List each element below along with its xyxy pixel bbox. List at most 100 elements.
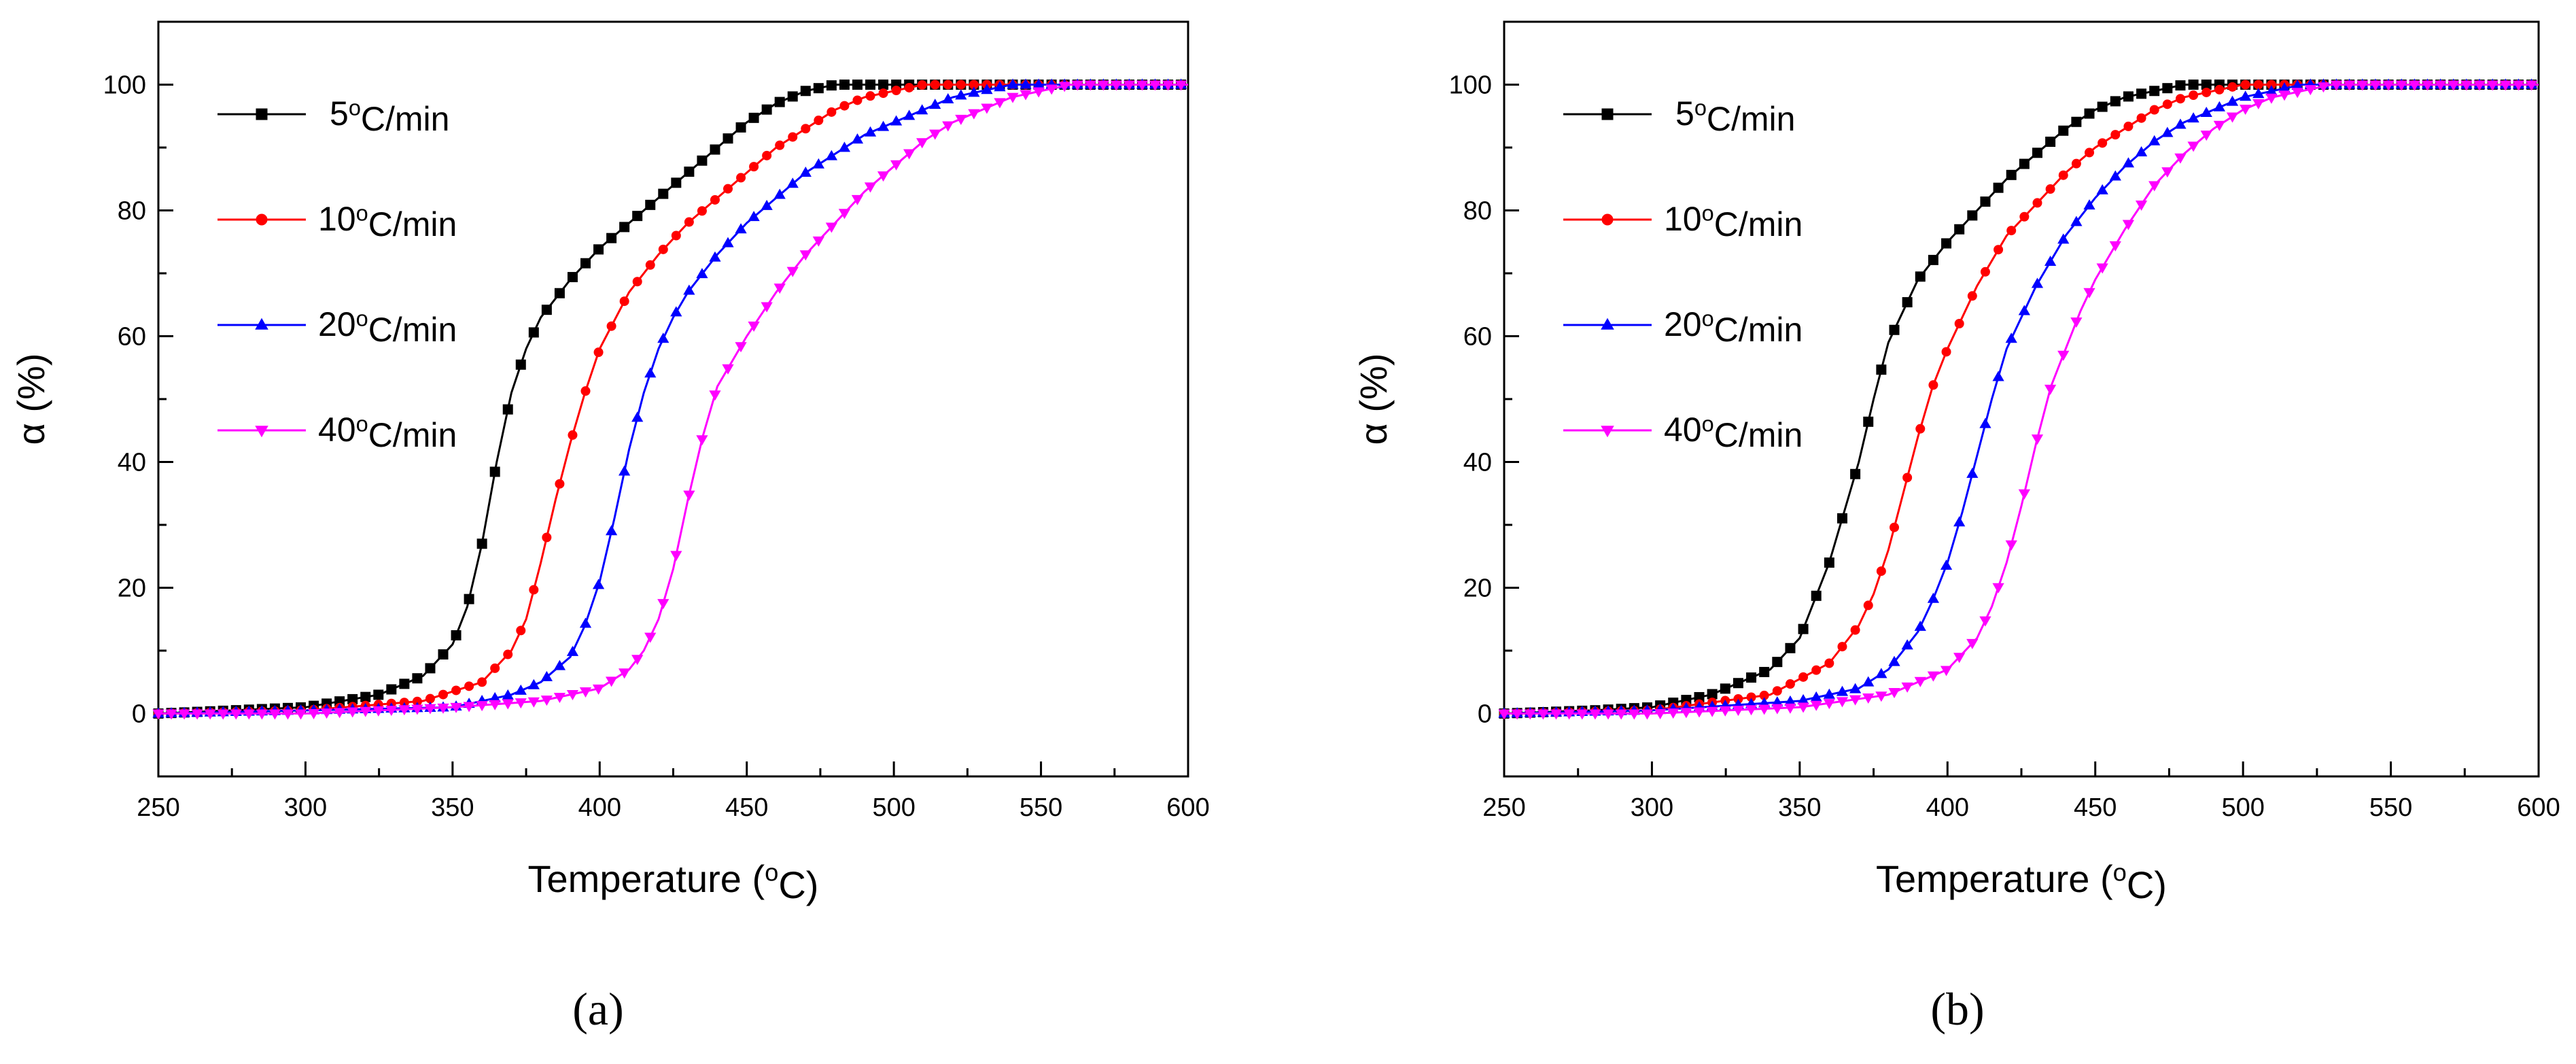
- legend-label: 5oC/min: [330, 95, 449, 138]
- data-point: [955, 89, 967, 100]
- y-tick-label: 100: [103, 71, 146, 100]
- data-point: [1797, 702, 1809, 713]
- data-point: [994, 81, 1006, 92]
- data-point: [697, 206, 707, 216]
- data-point: [1901, 639, 1913, 650]
- data-point: [1823, 688, 1835, 699]
- data-point: [1915, 424, 1926, 434]
- data-point: [2175, 80, 2186, 91]
- data-point: [281, 709, 294, 720]
- data-point: [2421, 80, 2434, 91]
- data-point: [968, 86, 980, 97]
- data-point: [749, 162, 759, 172]
- data-point: [553, 693, 566, 704]
- data-point: [2201, 87, 2212, 97]
- legend-entry: 5oC/min: [1563, 95, 1795, 138]
- data-point: [968, 109, 980, 120]
- data-point: [605, 676, 618, 687]
- data-point: [2330, 80, 2343, 91]
- data-point: [2382, 80, 2395, 91]
- y-tick-label: 40: [1463, 449, 1492, 477]
- data-point: [1032, 87, 1045, 98]
- data-point: [320, 708, 333, 719]
- data-point: [1694, 691, 1705, 702]
- data-point: [464, 594, 474, 604]
- data-point: [542, 532, 552, 543]
- data-point: [243, 709, 255, 720]
- data-point: [2174, 153, 2187, 164]
- data-point: [723, 133, 733, 144]
- data-point: [1707, 689, 1718, 700]
- data-point: [451, 685, 462, 696]
- data-point: [2239, 105, 2252, 116]
- data-point: [1888, 688, 1900, 699]
- data-point: [360, 691, 371, 702]
- data-point: [2135, 200, 2148, 211]
- data-point: [2486, 80, 2499, 91]
- data-point: [1992, 583, 2004, 594]
- x-tick-label: 350: [431, 793, 474, 822]
- data-point: [2085, 148, 2095, 158]
- data-point: [658, 188, 669, 199]
- data-point: [1045, 84, 1058, 95]
- data-point: [852, 80, 863, 90]
- data-point: [2058, 170, 2068, 180]
- data-point: [2044, 384, 2057, 395]
- data-point: [903, 109, 916, 120]
- data-point: [489, 691, 501, 702]
- data-point: [567, 272, 578, 283]
- data-point: [580, 386, 591, 396]
- series-line: [1503, 84, 2539, 715]
- data-point: [592, 684, 605, 695]
- data-point: [670, 306, 682, 317]
- data-point: [2187, 112, 2199, 123]
- data-point: [722, 364, 734, 375]
- data-point: [1824, 557, 1834, 568]
- data-point: [2031, 277, 2044, 288]
- data-point: [799, 167, 812, 177]
- data-point: [503, 649, 513, 659]
- data-point: [929, 129, 941, 140]
- data-point: [981, 103, 993, 114]
- data-point: [2448, 80, 2460, 91]
- data-point: [347, 707, 359, 718]
- data-point: [566, 645, 579, 656]
- data-point: [566, 690, 579, 701]
- series-10-per-min: [1499, 80, 2539, 719]
- data-point: [2110, 96, 2121, 107]
- data-point: [2006, 226, 2017, 236]
- data-point: [865, 80, 876, 90]
- data-point: [1071, 80, 1083, 91]
- data-point: [1875, 691, 1887, 702]
- series-10-per-min: [154, 80, 1188, 719]
- data-point: [437, 703, 449, 714]
- data-point: [438, 649, 449, 660]
- data-point: [1758, 704, 1771, 715]
- x-tick-label: 500: [2221, 793, 2264, 822]
- data-point: [890, 160, 903, 171]
- data-point: [645, 199, 656, 210]
- data-point: [826, 107, 837, 117]
- data-point: [1785, 679, 1795, 689]
- data-point: [1654, 708, 1667, 719]
- data-point: [1863, 600, 1873, 611]
- data-point: [904, 82, 914, 92]
- data-point: [2149, 105, 2159, 115]
- data-point: [761, 199, 773, 210]
- data-point: [1746, 692, 1756, 702]
- data-point: [865, 91, 875, 101]
- data-point: [1732, 706, 1745, 717]
- data-point: [606, 233, 617, 243]
- y-tick-label: 100: [1449, 71, 1492, 100]
- data-point: [2005, 332, 2017, 343]
- data-point: [2214, 84, 2225, 95]
- data-point: [631, 655, 644, 666]
- data-point: [527, 697, 540, 708]
- data-point: [502, 699, 514, 710]
- data-point: [1980, 196, 1991, 207]
- data-point: [1966, 638, 1979, 649]
- legend-marker: [1601, 108, 1614, 120]
- y-tick-label: 20: [118, 574, 146, 603]
- legend-entry: 5oC/min: [217, 95, 449, 138]
- data-point: [2098, 138, 2108, 148]
